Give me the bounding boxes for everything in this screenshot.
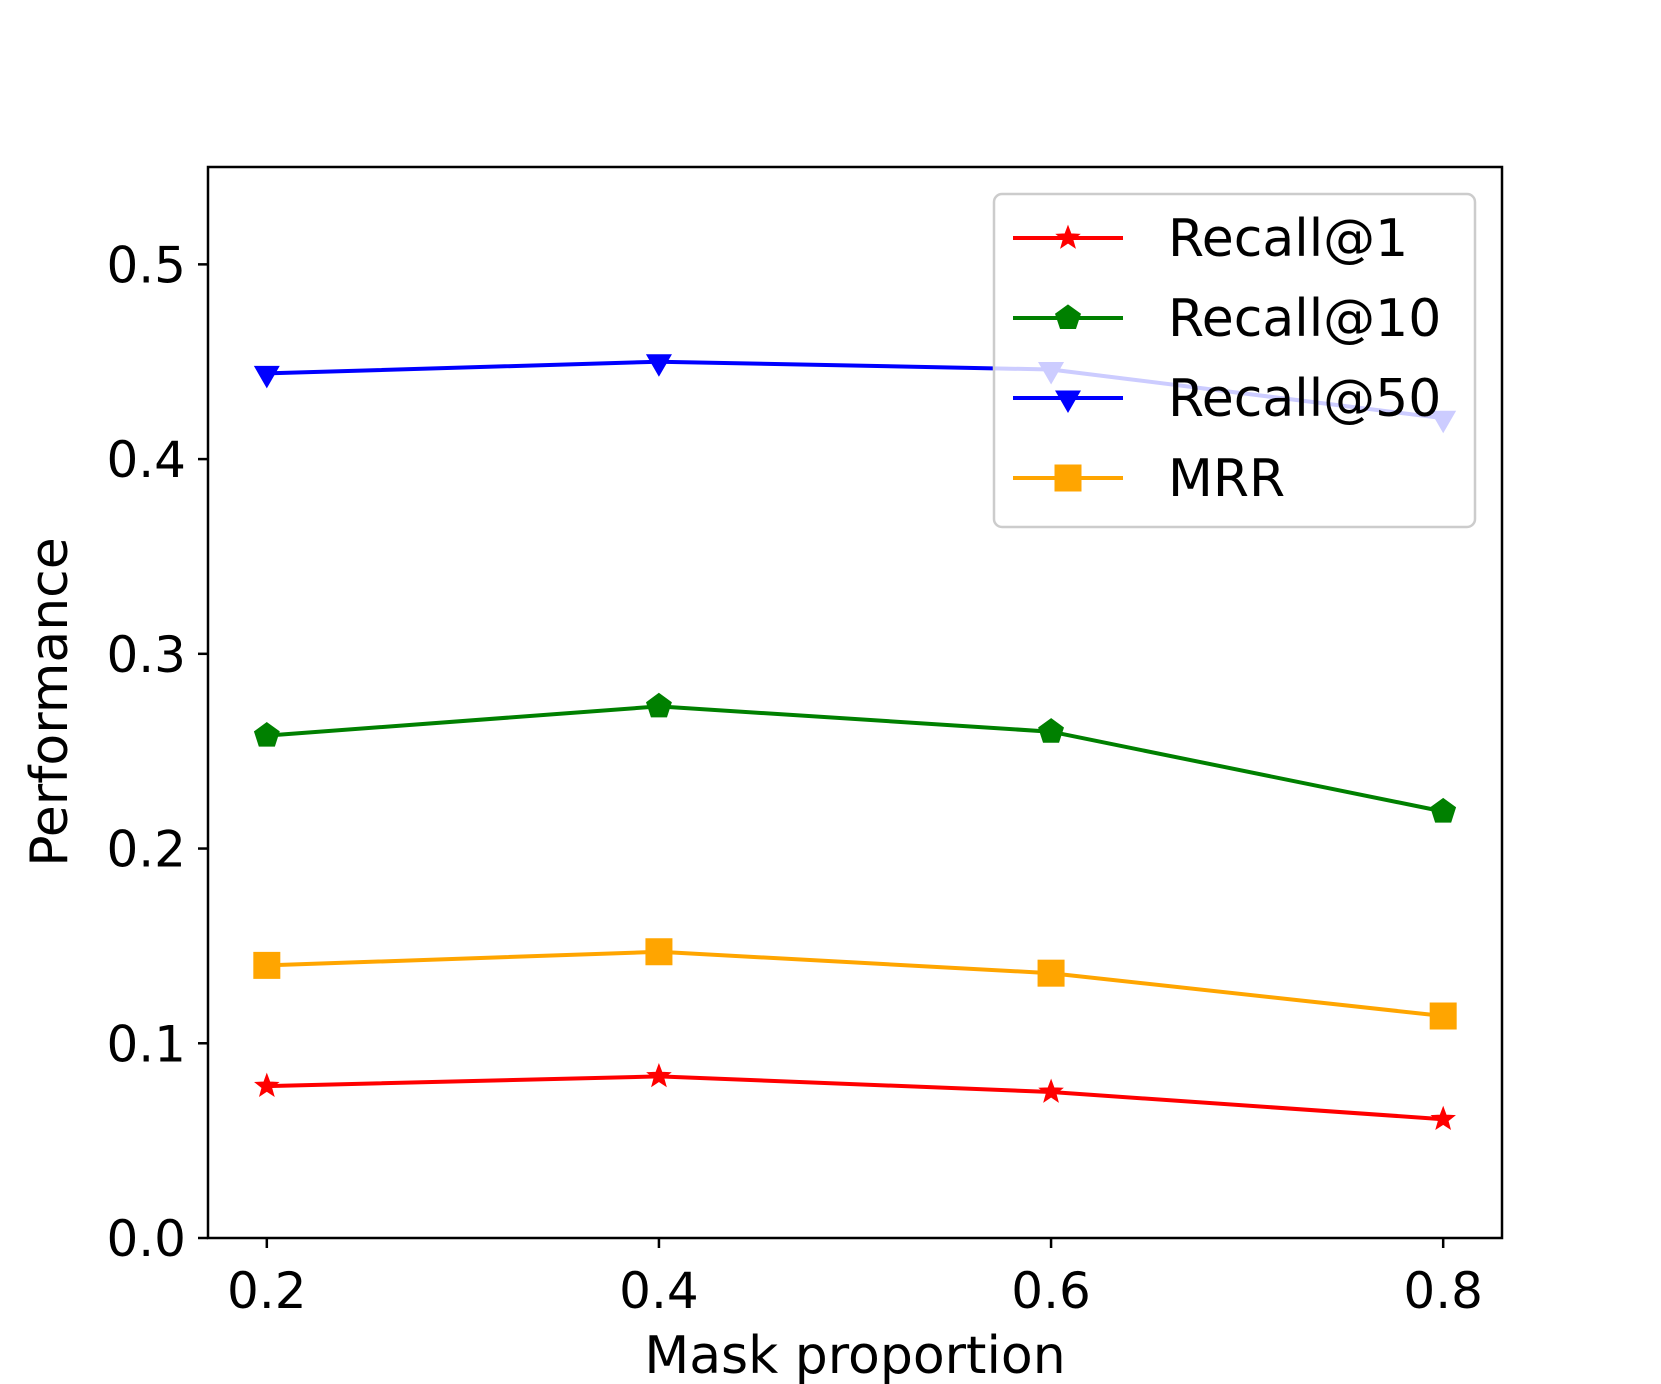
y-tick-label: 0.0 [106, 1210, 186, 1268]
data-point [1038, 718, 1064, 743]
data-point [253, 951, 281, 979]
series-line [266, 949, 1444, 1018]
series-mrr [253, 938, 1457, 1030]
legend-box [992, 192, 1477, 529]
plot-frame [206, 165, 1504, 1240]
legend-label: Recall@1 [1168, 209, 1408, 269]
data-point [646, 692, 672, 718]
y-axis-label: Performance [20, 537, 80, 867]
x-axis: 0.2 0.4 0.6 0.8 [227, 1238, 1483, 1320]
legend-label: Recall@10 [1168, 289, 1441, 349]
y-tick-label: 0.1 [106, 1015, 186, 1073]
legend-item: Recall@50 [1013, 369, 1441, 429]
x-tick-label: 0.8 [1403, 1262, 1483, 1320]
series-line [266, 704, 1444, 814]
x-tick-label: 0.6 [1011, 1262, 1091, 1320]
y-tick-label: 0.5 [106, 236, 186, 294]
legend-marker [1054, 464, 1082, 492]
legend: Recall@1 Recall@10 Recall@50 MRR [992, 192, 1477, 529]
y-tick-label: 0.4 [106, 431, 186, 489]
series-recall-1 [254, 1062, 1456, 1131]
data-point [253, 721, 280, 747]
data-point [1430, 797, 1457, 823]
legend-item: Recall@10 [1013, 289, 1441, 349]
y-axis: 0.0 0.1 0.2 0.3 0.4 0.5 [106, 236, 208, 1268]
legend-marker [1055, 224, 1081, 249]
data-point [645, 354, 672, 377]
legend-item: MRR [1013, 449, 1285, 509]
legend-item: Recall@1 [1013, 209, 1408, 269]
data-point [1037, 959, 1065, 987]
y-tick-label: 0.3 [106, 626, 186, 684]
data-point [1430, 1105, 1456, 1131]
data-point [253, 365, 280, 389]
data-point [254, 1072, 280, 1097]
x-tick-label: 0.4 [619, 1262, 699, 1320]
legend-label: Recall@50 [1168, 369, 1441, 429]
y-tick-label: 0.2 [106, 821, 186, 879]
x-axis-label: Mask proportion [644, 1326, 1065, 1384]
legend-marker [1055, 390, 1081, 414]
series-line [266, 1074, 1444, 1122]
x-tick-label: 0.2 [227, 1262, 307, 1320]
series-recall-10 [253, 692, 1457, 823]
data-point [646, 1062, 672, 1088]
legend-marker [1055, 304, 1081, 329]
data-point [1429, 1002, 1457, 1030]
legend-label: MRR [1168, 449, 1285, 509]
data-point [1038, 1078, 1064, 1103]
data-point [645, 938, 673, 966]
